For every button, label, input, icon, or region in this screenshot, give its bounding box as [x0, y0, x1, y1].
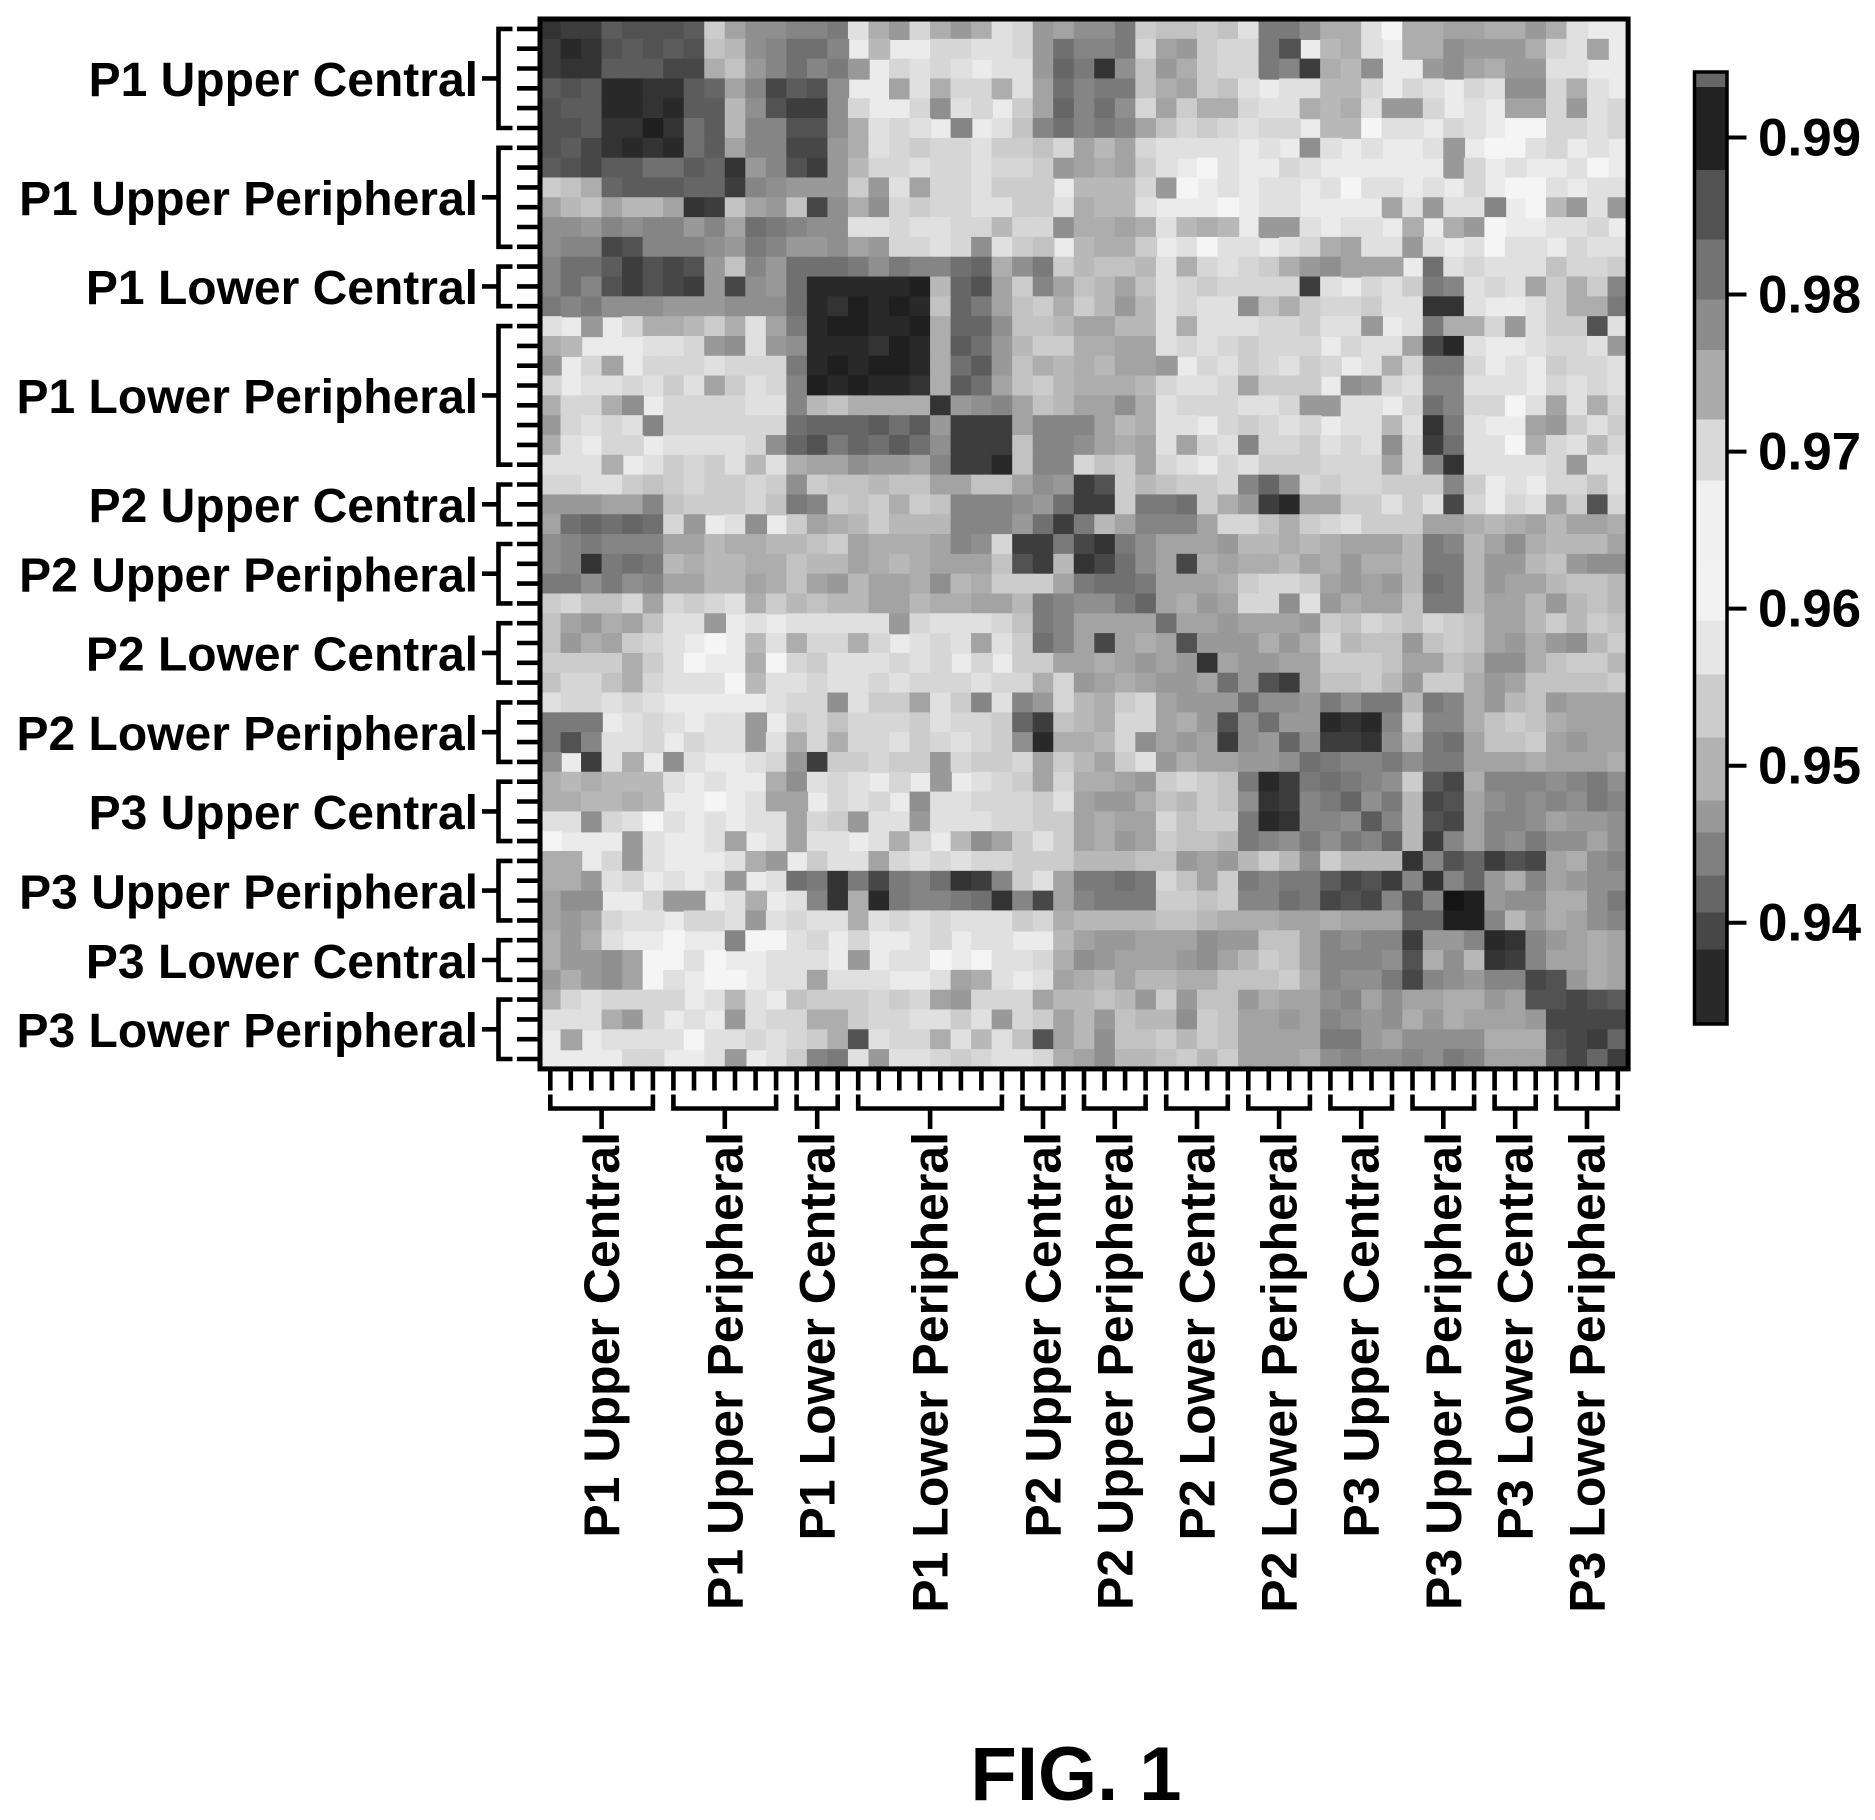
- svg-text:P2 Lower Central: P2 Lower Central: [86, 629, 478, 682]
- svg-text:P3 Upper Peripheral: P3 Upper Peripheral: [1416, 1132, 1472, 1610]
- svg-text:P2 Upper Central: P2 Upper Central: [1016, 1132, 1072, 1538]
- svg-text:P2 Lower Central: P2 Lower Central: [1170, 1132, 1226, 1540]
- svg-text:0.99: 0.99: [1758, 109, 1861, 168]
- svg-text:P2 Lower Peripheral: P2 Lower Peripheral: [16, 708, 478, 761]
- svg-text:P2 Upper Central: P2 Upper Central: [89, 480, 478, 533]
- svg-text:P1 Lower Peripheral: P1 Lower Peripheral: [903, 1132, 959, 1613]
- svg-text:P3 Lower Peripheral: P3 Lower Peripheral: [1560, 1132, 1616, 1613]
- svg-text:P1 Lower Peripheral: P1 Lower Peripheral: [16, 371, 478, 424]
- svg-text:0.98: 0.98: [1758, 266, 1861, 325]
- svg-text:FIG. 1: FIG. 1: [970, 1732, 1181, 1817]
- svg-text:P3 Upper Peripheral: P3 Upper Peripheral: [19, 866, 478, 919]
- svg-text:P2 Lower Peripheral: P2 Lower Peripheral: [1252, 1132, 1308, 1613]
- svg-text:P1 Upper Peripheral: P1 Upper Peripheral: [697, 1132, 753, 1610]
- svg-text:P1 Upper Central: P1 Upper Central: [89, 54, 478, 107]
- svg-text:P1 Upper Peripheral: P1 Upper Peripheral: [19, 173, 478, 226]
- svg-text:0.96: 0.96: [1758, 580, 1861, 639]
- svg-text:P1 Lower Central: P1 Lower Central: [790, 1132, 846, 1540]
- svg-text:P3 Upper Central: P3 Upper Central: [89, 787, 478, 840]
- svg-text:P3 Lower Peripheral: P3 Lower Peripheral: [16, 1005, 478, 1058]
- svg-text:P3 Upper Central: P3 Upper Central: [1334, 1132, 1390, 1538]
- svg-text:P3 Lower Central: P3 Lower Central: [86, 936, 478, 989]
- svg-text:P1 Upper Central: P1 Upper Central: [574, 1132, 630, 1538]
- svg-text:P3 Lower Central: P3 Lower Central: [1488, 1132, 1544, 1540]
- svg-text:P2 Upper Peripheral: P2 Upper Peripheral: [19, 550, 478, 603]
- svg-text:0.94: 0.94: [1758, 894, 1862, 953]
- svg-text:P1 Lower Central: P1 Lower Central: [86, 262, 478, 315]
- svg-text:P2 Upper Peripheral: P2 Upper Peripheral: [1087, 1132, 1143, 1610]
- svg-text:0.95: 0.95: [1758, 737, 1861, 796]
- svg-text:0.97: 0.97: [1758, 423, 1861, 482]
